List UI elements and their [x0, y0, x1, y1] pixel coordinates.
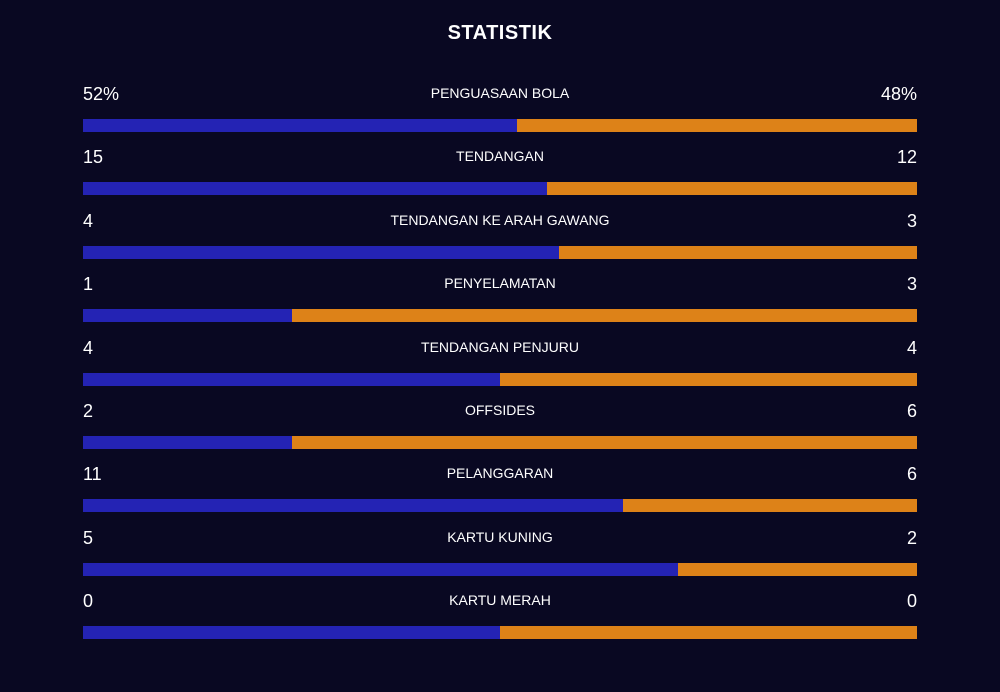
- stats-title: STATISTIK: [447, 22, 553, 44]
- comparison-bar: [83, 245, 917, 259]
- stat-row-yellow-cards: 5 KARTU KUNING 2: [83, 524, 917, 587]
- stat-row-shots-on-target: 4 TENDANGAN KE ARAH GAWANG 3: [83, 207, 917, 270]
- away-bar: [546, 182, 917, 196]
- away-value: 0: [906, 591, 917, 612]
- stat-label: PELANGGARAN: [446, 465, 554, 482]
- stat-label: TENDANGAN: [456, 148, 544, 165]
- away-value: 6: [906, 400, 917, 421]
- stat-row-saves: 1 PENYELAMATAN 3: [83, 270, 917, 333]
- stat-row-corners: 4 TENDANGAN PENJURU 4: [83, 334, 917, 397]
- away-value: 2: [906, 527, 917, 548]
- stat-label: KARTU MERAH: [449, 592, 551, 609]
- stats-list: 52% PENGUASAAN BOLA 48% 15 TENDANGAN 1 2 …: [83, 80, 917, 651]
- stat-label: KARTU KUNING: [447, 528, 553, 545]
- stat-row-fouls: 11 PELANGGARAN 6: [83, 460, 917, 523]
- comparison-bar: [83, 119, 917, 132]
- away-value: 48%: [880, 84, 917, 104]
- comparison-bar: [83, 562, 917, 576]
- home-bar: [83, 372, 500, 386]
- stat-label: TENDANGAN KE ARAH GAWANG: [390, 211, 610, 228]
- home-bar: [83, 626, 500, 640]
- home-bar: [83, 435, 292, 449]
- home-bar: [83, 182, 547, 196]
- stat-row-offsides: 2 OFFSIDES 6: [83, 397, 917, 460]
- stat-label: PENGUASAAN BOLA: [430, 85, 570, 101]
- home-value: 2: [83, 400, 94, 421]
- stat-row-possession: 52% PENGUASAAN BOLA 48%: [83, 80, 917, 143]
- comparison-bar: [83, 182, 917, 196]
- home-bar: [83, 499, 623, 513]
- home-value: 4: [83, 337, 94, 358]
- away-bar: [516, 119, 917, 132]
- away-bar: [678, 562, 917, 576]
- stat-label: PENYELAMATAN: [444, 275, 556, 292]
- away-value: 3: [906, 274, 917, 295]
- away-bar: [500, 626, 917, 640]
- home-value: 15: [83, 147, 104, 168]
- home-value: 11: [83, 464, 102, 485]
- home-bar: [83, 562, 679, 576]
- stat-row-shots: 15 TENDANGAN 12: [83, 143, 917, 206]
- away-bar: [622, 499, 917, 513]
- stat-label: OFFSIDES: [464, 401, 535, 418]
- home-value: 4: [83, 210, 94, 231]
- comparison-bar: [83, 626, 917, 640]
- comparison-bar: [83, 372, 917, 386]
- home-bar: [83, 119, 517, 132]
- home-value: 5: [83, 527, 94, 548]
- home-bar: [83, 245, 560, 259]
- away-value: 12: [896, 147, 917, 168]
- comparison-bar: [83, 309, 917, 323]
- away-bar: [291, 309, 917, 323]
- away-value: 4: [906, 337, 917, 358]
- away-bar: [500, 372, 917, 386]
- home-value: 1: [83, 274, 94, 295]
- comparison-bar: [83, 435, 917, 449]
- away-value: 6: [906, 464, 917, 485]
- stat-row-red-cards: 0 KARTU MERAH 0: [83, 587, 917, 650]
- away-value: 3: [906, 210, 917, 231]
- comparison-bar: [83, 499, 917, 513]
- away-bar: [559, 245, 917, 259]
- away-bar: [291, 435, 917, 449]
- stat-label: TENDANGAN PENJURU: [421, 338, 579, 355]
- home-value: 0: [83, 591, 94, 612]
- home-value: 52%: [83, 84, 120, 104]
- home-bar: [83, 309, 292, 323]
